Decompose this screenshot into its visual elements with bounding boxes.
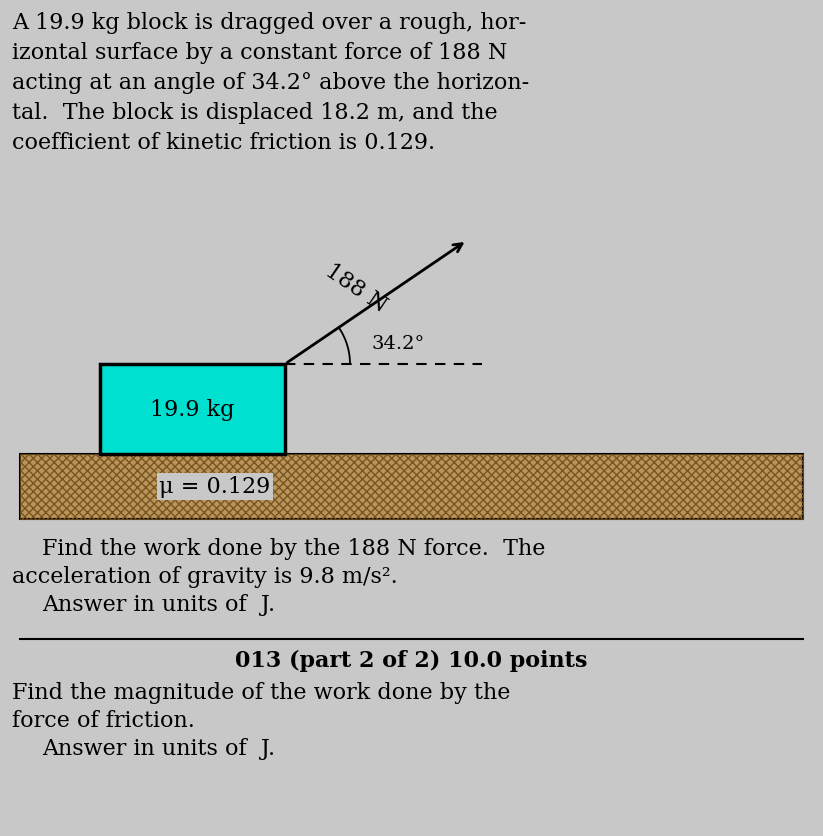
Text: tal.  The block is displaced 18.2 m, and the: tal. The block is displaced 18.2 m, and … — [12, 102, 498, 124]
Text: Answer in units of  J.: Answer in units of J. — [42, 594, 275, 615]
Text: acting at an angle of 34.2° above the horizon-: acting at an angle of 34.2° above the ho… — [12, 72, 529, 94]
Bar — [20, 455, 803, 519]
Text: 188 N: 188 N — [321, 259, 391, 317]
Text: 34.2°: 34.2° — [371, 335, 425, 353]
Text: acceleration of gravity is 9.8 m/s².: acceleration of gravity is 9.8 m/s². — [12, 565, 398, 588]
Text: Find the work done by the 188 N force.  The: Find the work done by the 188 N force. T… — [42, 538, 546, 559]
Text: Find the magnitude of the work done by the: Find the magnitude of the work done by t… — [12, 681, 510, 703]
Text: 19.9 kg: 19.9 kg — [151, 399, 235, 421]
Text: Answer in units of  J.: Answer in units of J. — [42, 737, 275, 759]
Bar — [20, 455, 803, 519]
Text: A 19.9 kg block is dragged over a rough, hor-: A 19.9 kg block is dragged over a rough,… — [12, 12, 527, 34]
Text: coefficient of kinetic friction is 0.129.: coefficient of kinetic friction is 0.129… — [12, 132, 435, 154]
Text: izontal surface by a constant force of 188 N: izontal surface by a constant force of 1… — [12, 42, 507, 64]
Text: μ = 0.129: μ = 0.129 — [160, 476, 271, 498]
Bar — [100, 364, 285, 455]
Text: 013 (part 2 of 2) 10.0 points: 013 (part 2 of 2) 10.0 points — [235, 650, 588, 671]
Text: force of friction.: force of friction. — [12, 709, 195, 732]
